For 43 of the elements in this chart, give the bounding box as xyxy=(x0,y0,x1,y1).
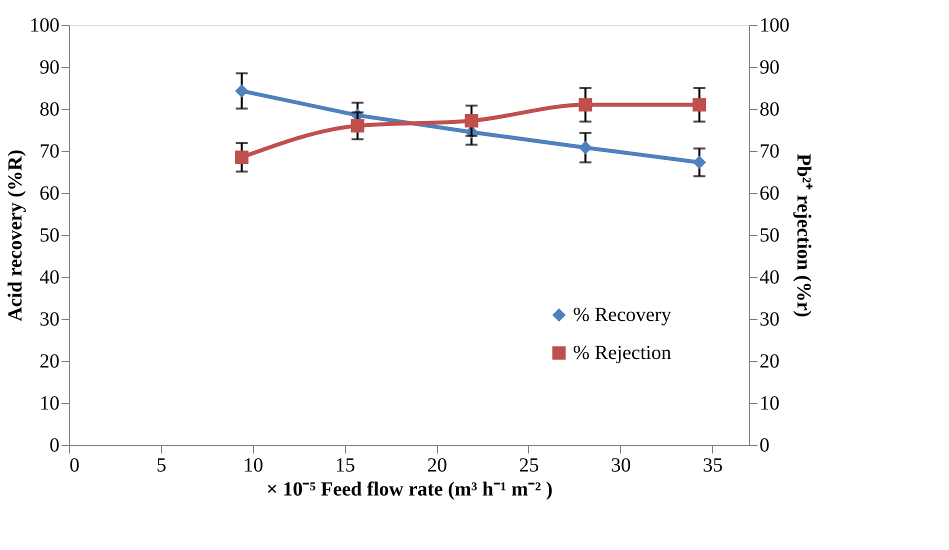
y-tick-label: 80 xyxy=(40,98,60,120)
y-tick-label: 50 xyxy=(40,224,60,246)
y2-axis-title: Pb²⁺ rejection (%r) xyxy=(792,154,814,318)
legend-label: % Rejection xyxy=(573,342,672,364)
x-tick-label: 10 xyxy=(243,454,264,476)
x-tick-label: 35 xyxy=(702,454,723,476)
y-axis-title: Acid recovery (%R) xyxy=(4,150,26,322)
y2-tick-label: 20 xyxy=(760,350,780,372)
x-tick-label: 5 xyxy=(156,454,166,476)
y2-tick-label: 60 xyxy=(760,182,780,204)
y2-tick-label: 10 xyxy=(760,392,780,414)
y2-tick-label: 30 xyxy=(760,308,780,330)
point xyxy=(578,98,592,112)
y2-tick-label: 90 xyxy=(760,56,780,78)
y-tick-label: 70 xyxy=(40,140,60,162)
y-tick-label: 100 xyxy=(30,14,60,36)
point xyxy=(235,84,248,98)
point xyxy=(578,140,592,154)
point xyxy=(692,156,706,170)
y-tick-label: 90 xyxy=(40,56,60,78)
x-tick-label: 30 xyxy=(610,454,631,476)
y2-tick-label: 0 xyxy=(760,434,770,456)
x-axis-title: × 10⁻⁵ Feed flow rate (m³ h⁻¹ m⁻² ) xyxy=(266,478,553,500)
point xyxy=(235,150,248,164)
y2-tick-label: 40 xyxy=(760,266,780,288)
y-tick-label: 0 xyxy=(50,434,60,456)
y-tick-label: 20 xyxy=(40,350,60,372)
y-tick-label: 60 xyxy=(40,182,60,204)
x-tick-label: 0 xyxy=(70,454,80,476)
y2-tick-label: 70 xyxy=(760,140,780,162)
y2-tick-label: 100 xyxy=(760,14,790,36)
point xyxy=(692,98,706,112)
x-tick-label: 15 xyxy=(335,454,356,476)
legend-label: % Recovery xyxy=(573,304,672,326)
point xyxy=(350,119,364,133)
x-tick-label: 25 xyxy=(518,454,539,476)
y2-tick-label: 50 xyxy=(760,224,780,246)
y-tick-label: 30 xyxy=(40,308,60,330)
y-tick-label: 10 xyxy=(40,392,60,414)
point xyxy=(464,114,478,128)
x-tick-label: 20 xyxy=(427,454,448,476)
y2-tick-label: 80 xyxy=(760,98,780,120)
y-tick-label: 40 xyxy=(40,266,60,288)
